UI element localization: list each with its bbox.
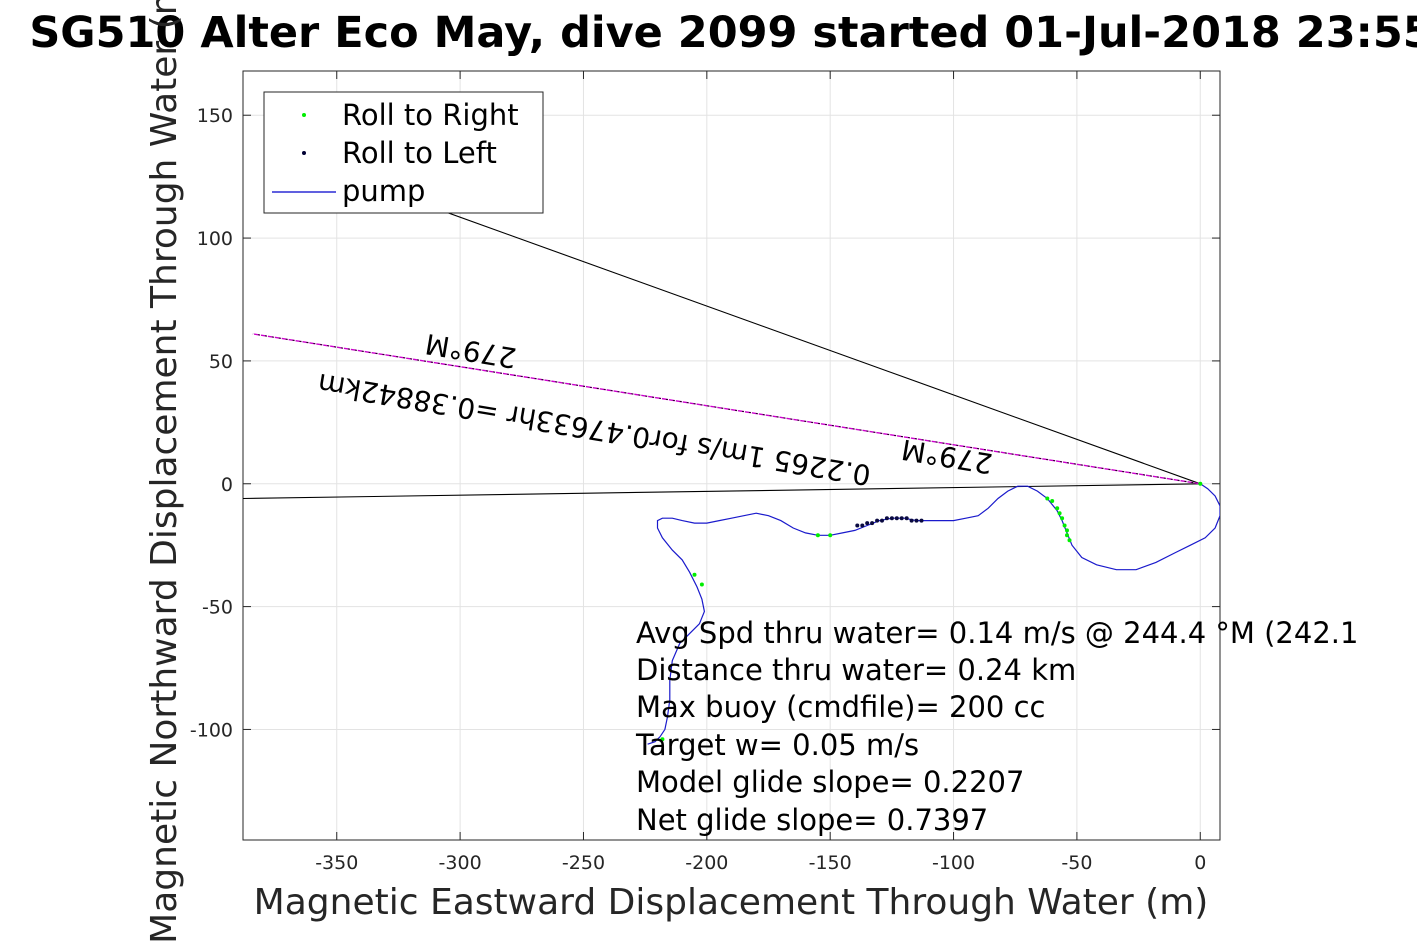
point-roll-right (1065, 533, 1069, 538)
line-black-upper (415, 200, 1201, 485)
y-tick-label: 0 (221, 474, 233, 496)
point-roll-left (860, 523, 865, 528)
point-roll-left (914, 518, 919, 523)
x-tick-label: -150 (809, 852, 852, 874)
y-tick-label: -50 (202, 597, 233, 619)
y-tick-label: 150 (197, 105, 233, 127)
tick-marks (243, 71, 1220, 840)
annotation-line-6: Net glide slope= 0.7397 (636, 803, 988, 837)
rotated-label-1: 279°M (423, 327, 519, 375)
annotation-line-3: Max buoy (cmdfile)= 200 cc (636, 690, 1045, 724)
point-roll-left (884, 516, 889, 521)
x-axis-label: Magnetic Eastward Displacement Through W… (254, 882, 1209, 923)
x-tick-labels: -350 -300 -250 -200 -150 -100 -50 0 (315, 852, 1206, 874)
point-roll-left (889, 516, 894, 521)
grid (243, 71, 1220, 840)
point-roll-left (899, 516, 904, 521)
point-roll-right (1198, 481, 1203, 486)
series-pump (647, 483, 1220, 745)
point-roll-right (1050, 499, 1055, 503)
chart-title: SG510 Alter Eco May, dive 2099 started 0… (29, 8, 1417, 58)
legend-marker-roll-left (302, 151, 306, 155)
point-roll-left (894, 516, 899, 521)
point-roll-right (1057, 511, 1062, 516)
x-tick-label: -100 (932, 852, 975, 874)
annotation-block: Avg Spd thru water= 0.14 m/s @ 244.4 °M … (635, 616, 1358, 837)
y-tick-label: -100 (190, 719, 233, 741)
point-roll-right (815, 533, 820, 538)
point-roll-right (1067, 538, 1072, 543)
annotation-line-1: Avg Spd thru water= 0.14 m/s @ 244.4 °M … (636, 616, 1358, 650)
point-roll-right (660, 737, 665, 742)
y-axis-label: Magnetic Northward Displacement Through … (144, 0, 185, 944)
legend-label-pump: pump (342, 174, 425, 208)
line-black-lower (243, 483, 1201, 500)
point-roll-right (692, 572, 697, 577)
line-magenta-overlay (252, 333, 1201, 485)
point-roll-left (919, 518, 924, 523)
x-tick-label: -50 (1061, 852, 1092, 874)
legend-label-roll-right: Roll to Right (342, 98, 519, 132)
rotated-label-3: 0.2265 1m/s for0.47633hr =0.38842km (315, 367, 873, 492)
x-tick-label: -300 (439, 852, 482, 874)
point-roll-right (1065, 528, 1069, 533)
x-tick-label: 0 (1194, 852, 1206, 874)
rotated-label-2: 279°M (899, 432, 995, 480)
legend: Roll to Right Roll to Left pump (263, 91, 544, 214)
point-roll-left (904, 516, 909, 521)
point-roll-left (880, 518, 884, 523)
point-roll-right (1055, 506, 1060, 511)
plot-frame (242, 70, 1221, 841)
data-series (647, 481, 1220, 745)
annotation-line-5: Model glide slope= 0.2207 (636, 765, 1024, 799)
y-tick-label: 100 (197, 228, 233, 250)
legend-marker-roll-right (302, 113, 306, 117)
point-roll-right (1045, 496, 1050, 501)
y-tick-label: 50 (209, 351, 233, 373)
point-roll-left (870, 521, 875, 526)
legend-label-roll-left: Roll to Left (342, 136, 497, 170)
point-roll-left (875, 518, 880, 523)
legend-box (263, 91, 544, 214)
point-roll-left (909, 518, 914, 523)
point-roll-left (855, 523, 860, 528)
x-tick-label: -350 (315, 852, 358, 874)
y-tick-labels: 150 100 50 0 -50 -100 (190, 105, 233, 741)
x-tick-label: -250 (562, 852, 605, 874)
x-tick-label: -200 (685, 852, 728, 874)
point-roll-right (1062, 523, 1067, 528)
annotation-line-2: Distance thru water= 0.24 km (636, 653, 1076, 687)
point-roll-right (828, 533, 833, 538)
point-roll-right (699, 582, 704, 587)
point-roll-right (1060, 516, 1065, 521)
point-roll-left (865, 521, 870, 526)
reference-lines (243, 200, 1201, 500)
annotation-line-4: Target w= 0.05 m/s (635, 728, 919, 762)
